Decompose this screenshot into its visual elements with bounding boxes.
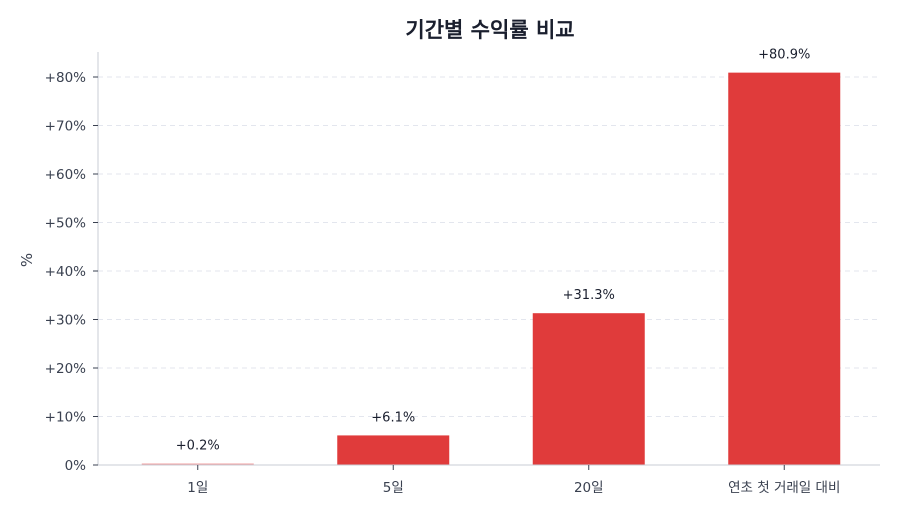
y-tick-label: 0%: [65, 458, 87, 474]
bar: [141, 463, 254, 465]
data-label: +6.1%: [371, 410, 415, 425]
x-tick-label: 20일: [574, 480, 604, 496]
y-tick-label: +60%: [45, 167, 86, 183]
x-tick-label: 연초 첫 거래일 대비: [728, 480, 840, 496]
y-tick-label: +40%: [45, 264, 86, 280]
data-label: +0.2%: [176, 439, 220, 454]
bar: [728, 72, 841, 465]
y-axis-label: %: [18, 253, 36, 267]
y-tick-label: +70%: [45, 119, 86, 135]
bar: [532, 313, 645, 465]
y-tick-label: +50%: [45, 216, 86, 232]
y-tick-label: +80%: [45, 70, 86, 86]
bar: [337, 435, 450, 465]
y-tick-label: +30%: [45, 313, 86, 329]
y-tick-label: +20%: [45, 361, 86, 377]
x-tick-label: 1일: [187, 480, 208, 496]
chart-title: 기간별 수익률 비교: [405, 18, 574, 42]
y-tick-label: +10%: [45, 410, 86, 426]
data-label: +31.3%: [563, 288, 615, 303]
x-tick-label: 5일: [383, 480, 404, 496]
data-label: +80.9%: [758, 48, 810, 63]
